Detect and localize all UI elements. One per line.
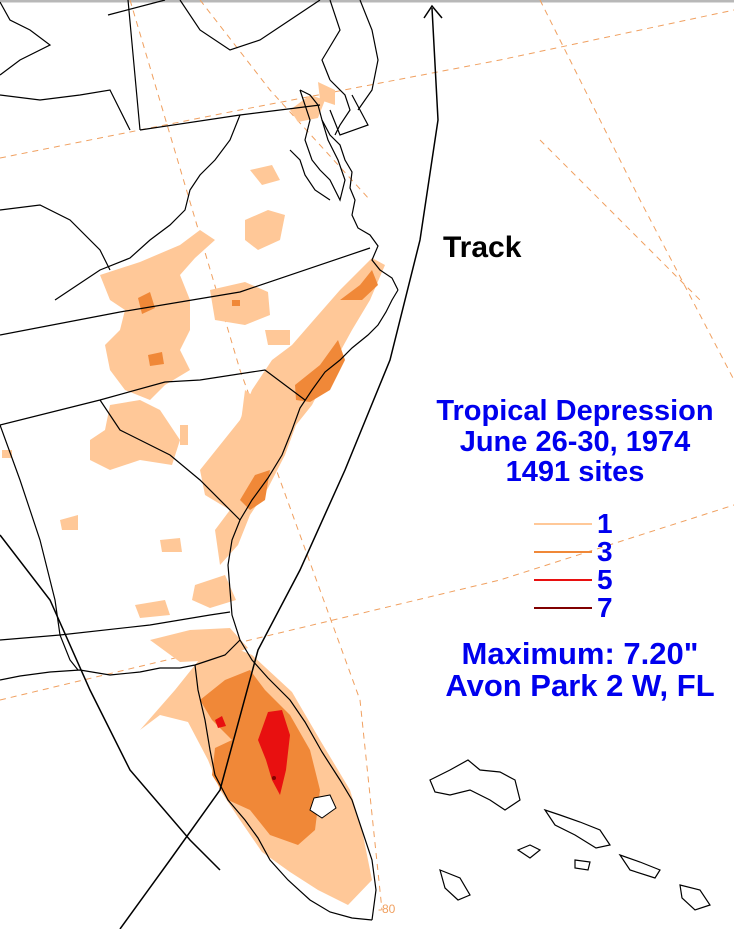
rainfall-5in [215,710,290,795]
legend-label-7: 7 [597,592,613,623]
boundaries [0,0,711,921]
storm-track [0,4,443,929]
rainfall-3in [138,270,378,845]
legend-label-3: 3 [597,536,613,567]
legend-label-5: 5 [597,564,613,595]
maximum-value: Maximum: 7.20" [461,636,699,671]
rainfall-7in [272,776,276,780]
longitude-tick-label: -80 [378,902,396,916]
maximum-location: Avon Park 2 W, FL [445,668,715,703]
track-label: Track [443,231,522,264]
map-title-line-3: 1491 sites [505,456,645,488]
legend-swatches [534,523,592,609]
map-title-line-2: June 26-30, 1974 [459,426,691,458]
map-title-line-1: Tropical Depression [436,395,714,427]
legend-label-1: 1 [597,508,613,539]
